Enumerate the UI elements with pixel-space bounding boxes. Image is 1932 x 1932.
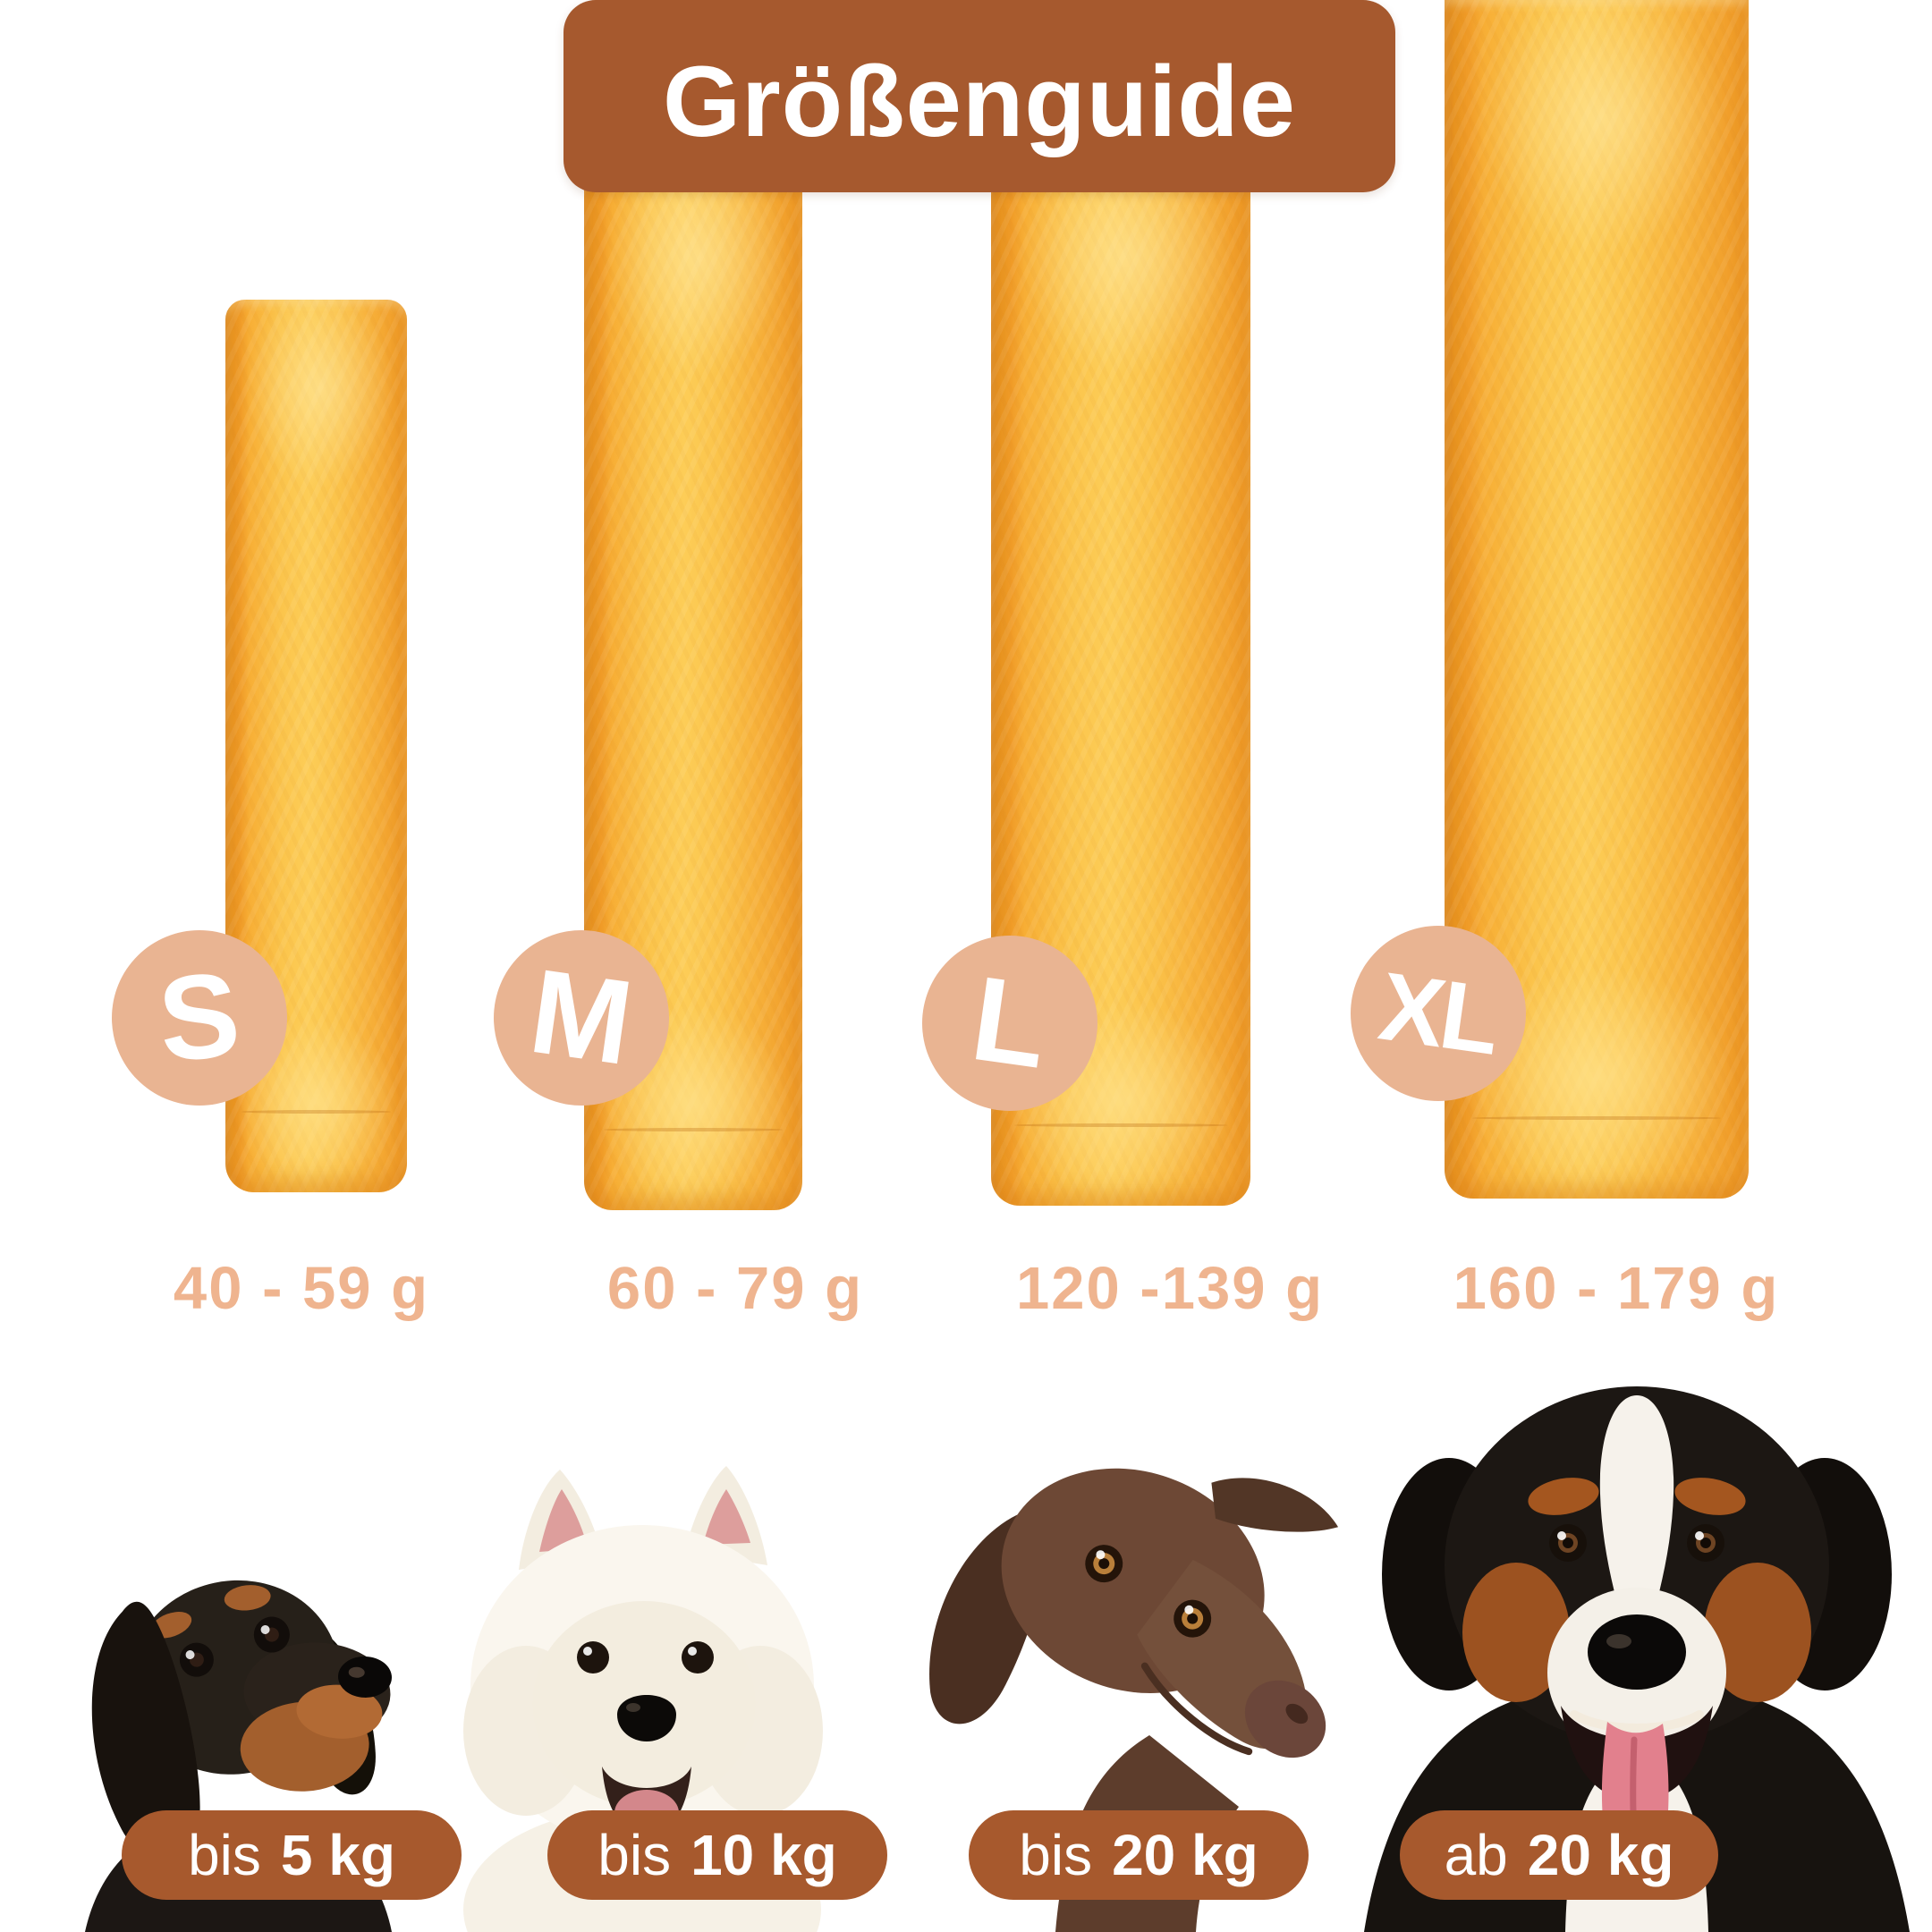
pill-prefix: bis bbox=[1019, 1823, 1093, 1887]
weight-range-s: 40 - 59 g bbox=[173, 1255, 430, 1322]
size-badge-xl-label: XL bbox=[1373, 951, 1504, 1075]
title-banner: Größenguide bbox=[564, 0, 1395, 192]
weight-pill-bernese: ab 20 kg bbox=[1400, 1810, 1718, 1900]
pill-prefix: bis bbox=[188, 1823, 261, 1887]
pill-value: 20 kg bbox=[1112, 1823, 1258, 1887]
size-badge-l-label: L bbox=[964, 952, 1055, 1094]
pill-value: 5 kg bbox=[280, 1823, 395, 1887]
weight-range-xl: 160 - 179 g bbox=[1453, 1255, 1780, 1322]
size-badge-s-label: S bbox=[153, 947, 245, 1088]
size-badge-m: M bbox=[494, 930, 669, 1106]
weight-pill-brown-dog: bis 20 kg bbox=[969, 1810, 1309, 1900]
pill-prefix: bis bbox=[597, 1823, 672, 1887]
size-badge-xl: XL bbox=[1351, 926, 1526, 1101]
weight-range-m: 60 - 79 g bbox=[606, 1255, 864, 1322]
pill-prefix: ab bbox=[1444, 1823, 1508, 1887]
weight-range-l: 120 -139 g bbox=[1015, 1255, 1325, 1322]
weight-pill-dachshund: bis 5 kg bbox=[122, 1810, 462, 1900]
size-badge-l: L bbox=[922, 936, 1097, 1111]
size-badge-s: S bbox=[112, 930, 287, 1106]
weight-pill-westie: bis 10 kg bbox=[547, 1810, 887, 1900]
size-badge-m-label: M bbox=[522, 944, 640, 1091]
page-title: Größenguide bbox=[663, 46, 1296, 157]
pill-value: 10 kg bbox=[691, 1823, 837, 1887]
pill-value: 20 kg bbox=[1527, 1823, 1674, 1887]
